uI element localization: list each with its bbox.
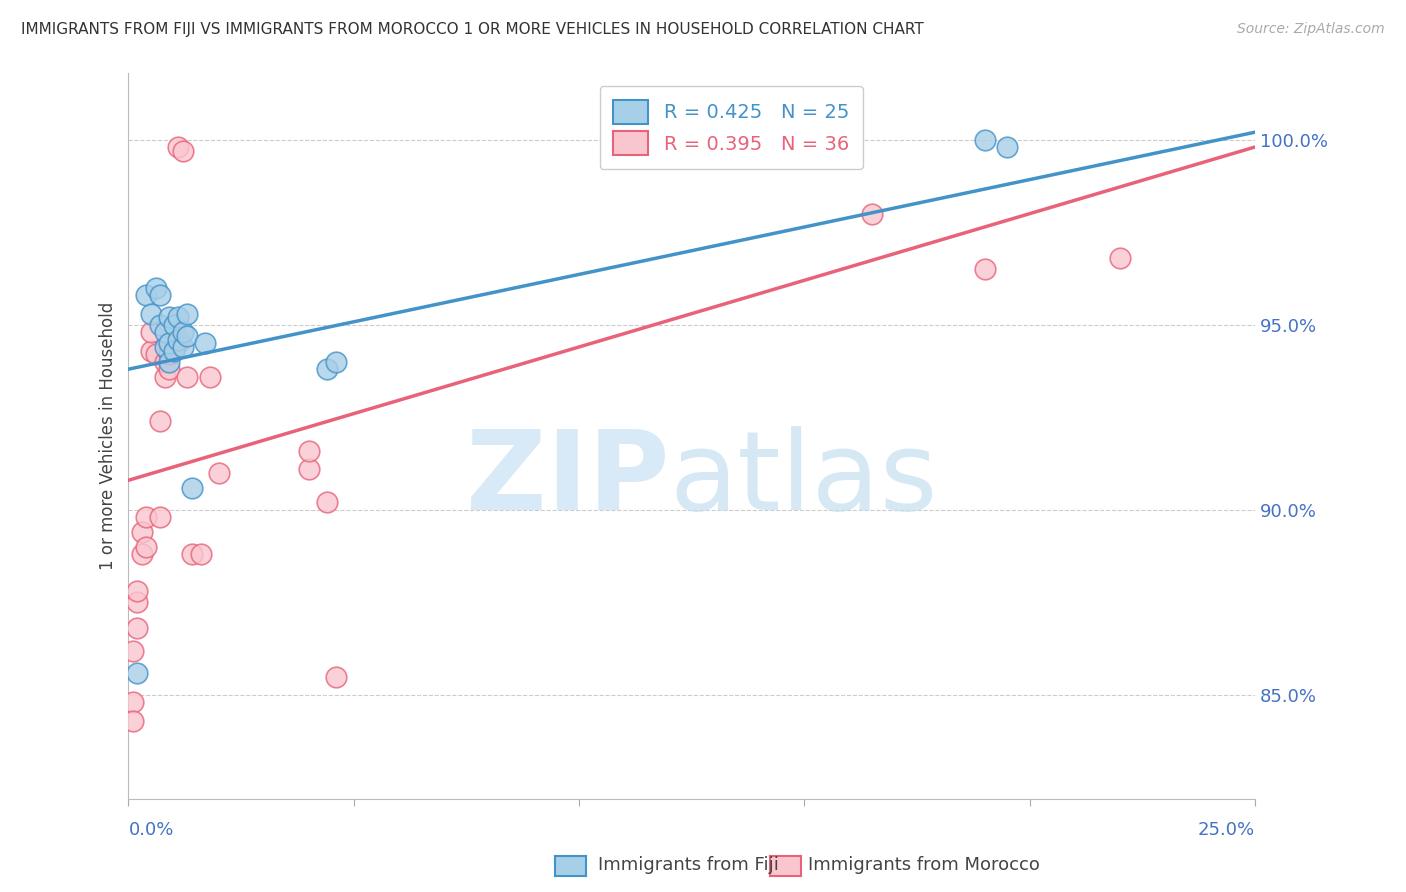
Text: ZIP: ZIP bbox=[465, 425, 669, 533]
Point bbox=[167, 333, 190, 347]
Text: 0.0%: 0.0% bbox=[128, 821, 174, 838]
Point bbox=[167, 336, 190, 351]
Point bbox=[1108, 251, 1130, 265]
Point bbox=[127, 621, 149, 635]
Point bbox=[176, 307, 198, 321]
Point bbox=[153, 355, 176, 369]
Point bbox=[157, 355, 180, 369]
Text: Immigrants from Fiji: Immigrants from Fiji bbox=[598, 856, 779, 874]
Point bbox=[194, 336, 217, 351]
Point bbox=[157, 336, 180, 351]
Text: Source: ZipAtlas.com: Source: ZipAtlas.com bbox=[1237, 22, 1385, 37]
Point bbox=[122, 714, 145, 728]
Point bbox=[172, 340, 194, 354]
Text: atlas: atlas bbox=[669, 425, 938, 533]
Y-axis label: 1 or more Vehicles in Household: 1 or more Vehicles in Household bbox=[100, 301, 117, 570]
Point bbox=[135, 510, 157, 524]
Point bbox=[162, 325, 184, 339]
Point bbox=[135, 288, 157, 302]
Point bbox=[153, 340, 176, 354]
Point bbox=[172, 144, 194, 158]
Point bbox=[149, 318, 172, 332]
Point bbox=[139, 325, 162, 339]
Legend: R = 0.425   N = 25, R = 0.395   N = 36: R = 0.425 N = 25, R = 0.395 N = 36 bbox=[599, 87, 863, 169]
Point bbox=[973, 133, 995, 147]
Point bbox=[122, 643, 145, 657]
Point bbox=[162, 343, 184, 358]
Point bbox=[149, 414, 172, 428]
Point bbox=[180, 547, 202, 561]
Point bbox=[315, 362, 337, 376]
Point bbox=[167, 310, 190, 325]
Point bbox=[145, 281, 167, 295]
Point bbox=[153, 325, 176, 339]
Point bbox=[149, 510, 172, 524]
Point bbox=[139, 307, 162, 321]
Point bbox=[127, 595, 149, 609]
Point bbox=[995, 140, 1018, 154]
Point bbox=[973, 262, 995, 277]
Point bbox=[298, 462, 321, 476]
Point bbox=[127, 665, 149, 680]
Point bbox=[176, 369, 198, 384]
Point bbox=[325, 669, 347, 683]
Point bbox=[162, 318, 184, 332]
Point bbox=[198, 369, 221, 384]
Point bbox=[127, 584, 149, 599]
Point bbox=[860, 207, 883, 221]
Point bbox=[157, 362, 180, 376]
Point bbox=[131, 525, 153, 540]
Point bbox=[157, 310, 180, 325]
Point bbox=[190, 547, 212, 561]
Point bbox=[145, 347, 167, 361]
Text: IMMIGRANTS FROM FIJI VS IMMIGRANTS FROM MOROCCO 1 OR MORE VEHICLES IN HOUSEHOLD : IMMIGRANTS FROM FIJI VS IMMIGRANTS FROM … bbox=[21, 22, 924, 37]
Point bbox=[207, 466, 229, 480]
Point bbox=[149, 288, 172, 302]
Point bbox=[122, 695, 145, 709]
Point bbox=[176, 329, 198, 343]
Point bbox=[162, 340, 184, 354]
Point bbox=[131, 547, 153, 561]
Point bbox=[180, 481, 202, 495]
Point bbox=[135, 540, 157, 554]
Point bbox=[325, 355, 347, 369]
Point bbox=[153, 369, 176, 384]
Point bbox=[172, 325, 194, 339]
Point bbox=[157, 347, 180, 361]
Text: Immigrants from Morocco: Immigrants from Morocco bbox=[808, 856, 1040, 874]
Text: 25.0%: 25.0% bbox=[1198, 821, 1256, 838]
Point bbox=[298, 443, 321, 458]
Point bbox=[139, 343, 162, 358]
Point bbox=[167, 140, 190, 154]
Point bbox=[315, 495, 337, 509]
